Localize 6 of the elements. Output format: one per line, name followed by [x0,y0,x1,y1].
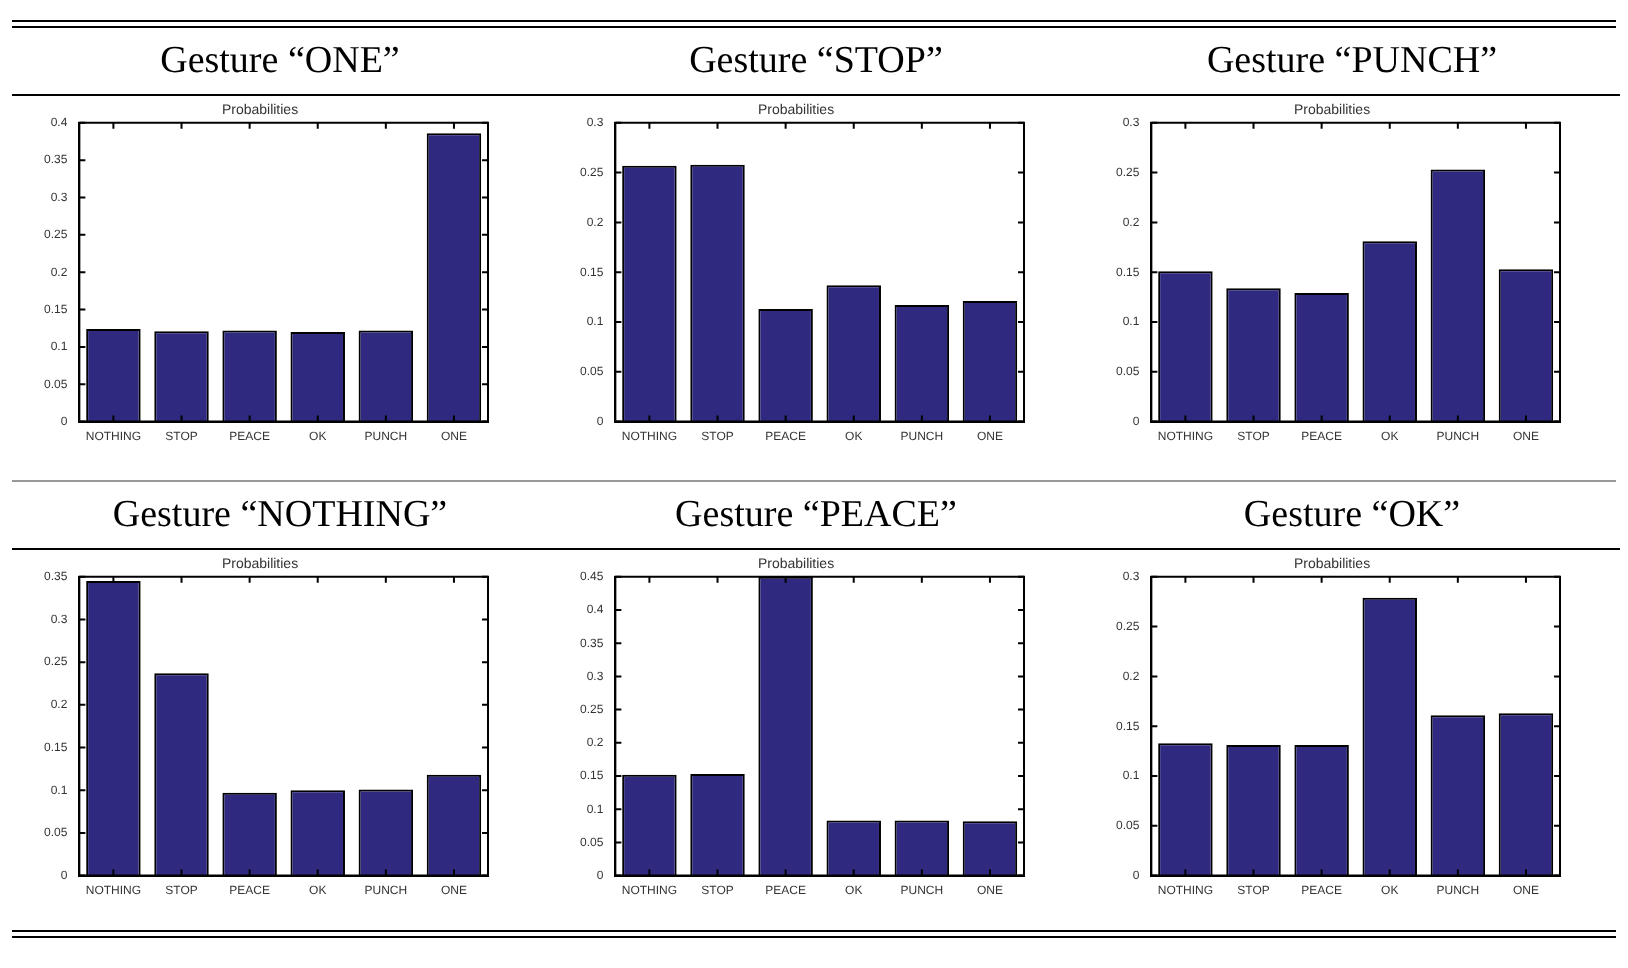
chart-title: Gesture “PUNCH” [1084,28,1620,96]
chart-title: Gesture “PEACE” [548,482,1084,550]
chart-title: Gesture “ONE” [12,28,548,96]
chart-title: Gesture “STOP” [548,28,1084,96]
chart-title: Gesture “OK” [1084,482,1620,550]
chart-title: Gesture “NOTHING” [12,482,548,550]
